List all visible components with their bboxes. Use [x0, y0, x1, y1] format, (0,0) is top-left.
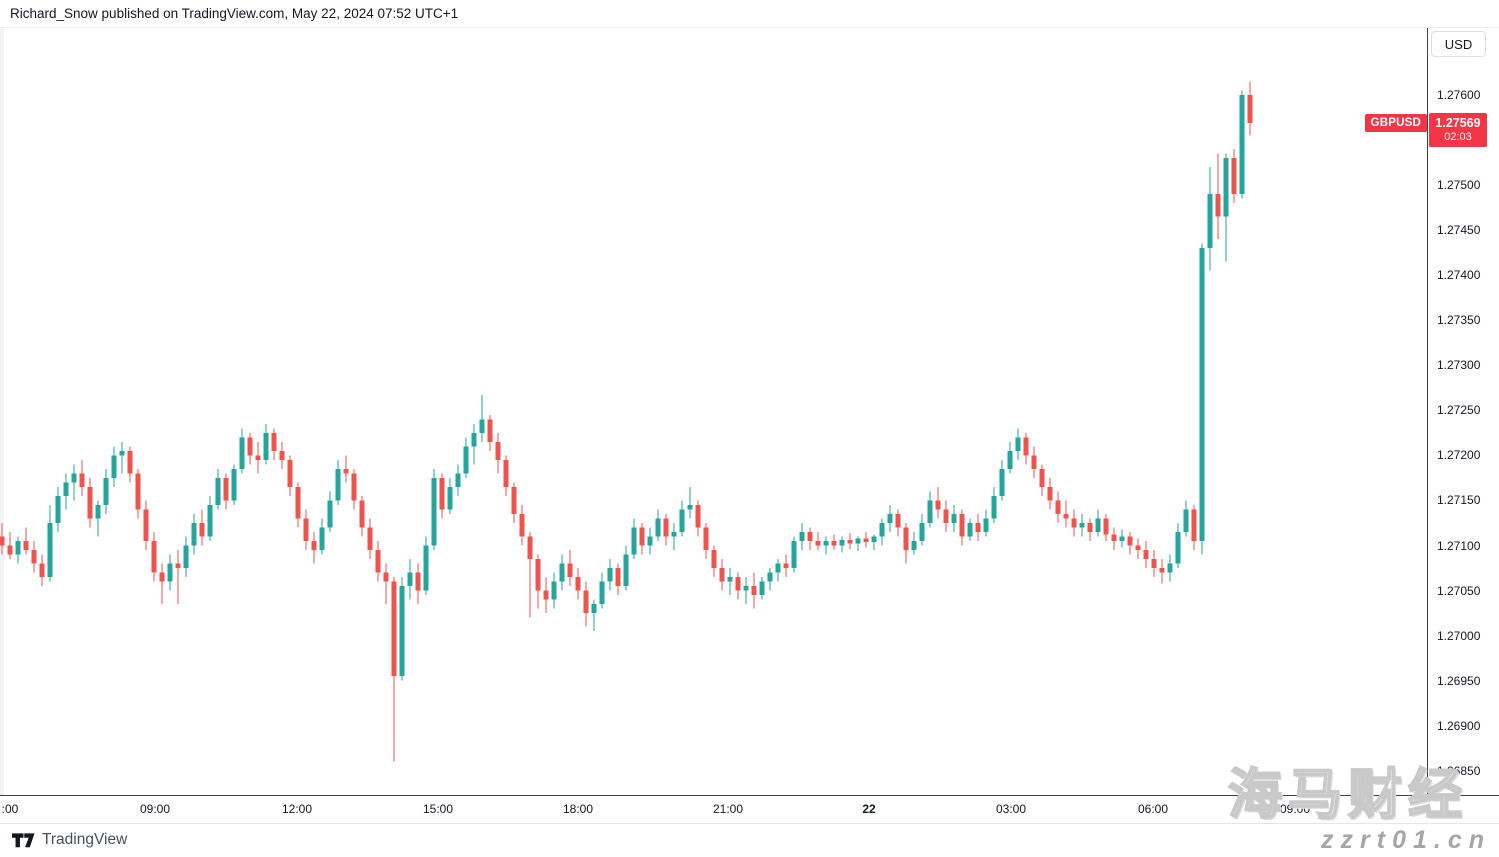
time-tick: 18:00	[562, 802, 594, 816]
time-tick: 22	[862, 802, 876, 816]
pane-left-edge	[0, 28, 4, 795]
last-price-badge: 1.27569 02:03	[1429, 113, 1487, 147]
price-tick: 1.26950	[1437, 674, 1481, 688]
chart-top-border	[0, 27, 1499, 28]
price-tick: 1.27250	[1437, 403, 1481, 417]
last-price-value: 1.27569	[1435, 116, 1481, 130]
time-axis[interactable]: :00 09:00 12:00 15:00 18:00 21:00 22 03:00 06:00…	[0, 796, 1499, 823]
price-tick: 1.27350	[1437, 313, 1481, 327]
time-tick: 21:00	[712, 802, 744, 816]
symbol-price-label: GBPUSD	[1364, 114, 1427, 132]
price-tick: 1.27050	[1437, 584, 1481, 598]
tradingview-logo-icon	[12, 832, 35, 847]
price-tick: 1.27000	[1437, 629, 1481, 643]
chart-pane[interactable]	[0, 28, 1427, 795]
price-tick: 1.27450	[1437, 223, 1481, 237]
tradingview-logo[interactable]: TradingView	[12, 831, 127, 849]
time-tick: :00	[1, 802, 19, 816]
time-tick: 12:00	[281, 802, 313, 816]
watermark-cjk: 海马财经	[1227, 764, 1468, 826]
time-tick: 03:00	[995, 802, 1027, 816]
footer-separator	[0, 823, 1499, 824]
candlestick-chart[interactable]	[0, 28, 1427, 795]
price-tick: 1.27100	[1437, 539, 1481, 553]
price-tick: 1.27200	[1437, 448, 1481, 462]
price-tick: 1.27400	[1437, 268, 1481, 282]
attribution-text: Richard_Snow published on TradingView.co…	[10, 6, 459, 21]
tradingview-logo-text: TradingView	[42, 831, 128, 848]
price-tick: 1.27600	[1437, 88, 1481, 102]
time-tick: 09:00	[1279, 802, 1311, 816]
currency-unit-button[interactable]: USD	[1431, 31, 1486, 57]
price-tick: 1.26850	[1437, 764, 1481, 778]
time-tick: 06:00	[1137, 802, 1169, 816]
price-axis-separator	[1427, 28, 1428, 823]
price-tick: 1.27150	[1437, 493, 1481, 507]
watermark-url: zzrt01.cn	[1321, 826, 1491, 854]
price-tick: 1.27300	[1437, 358, 1481, 372]
header-bar: Richard_Snow published on TradingView.co…	[0, 0, 1499, 27]
price-tick: 1.27500	[1437, 178, 1481, 192]
price-tick: 1.26900	[1437, 719, 1481, 733]
time-tick: 09:00	[139, 802, 171, 816]
time-tick: 15:00	[422, 802, 454, 816]
footer-bar: TradingView	[0, 824, 1499, 857]
time-axis-separator	[0, 795, 1499, 796]
bar-countdown: 02:03	[1444, 131, 1472, 143]
